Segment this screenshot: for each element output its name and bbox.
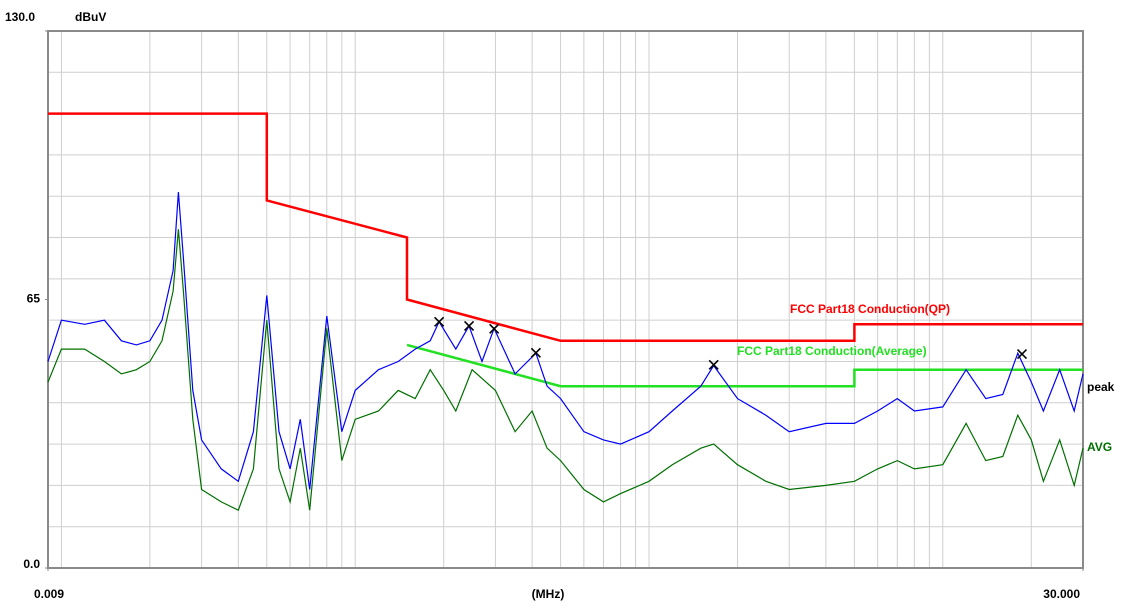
y-tick-label: 130.0 bbox=[5, 10, 35, 24]
x-tick-label: 30.000 bbox=[1043, 587, 1080, 601]
series-label: AVG bbox=[1087, 440, 1112, 454]
peak-marker bbox=[434, 316, 445, 327]
series-label: FCC Part18 Conduction(QP) bbox=[790, 302, 950, 316]
peak-marker bbox=[463, 320, 475, 332]
series-line bbox=[47, 192, 1084, 490]
peak-marker bbox=[708, 359, 719, 370]
peak-marker bbox=[530, 347, 541, 358]
marker-stroke bbox=[434, 316, 445, 327]
x-tick-label: 0.009 bbox=[34, 587, 64, 601]
series-label: FCC Part18 Conduction(Average) bbox=[737, 344, 927, 358]
y-unit: dBuV bbox=[75, 10, 106, 24]
marker-stroke bbox=[708, 359, 719, 370]
series-label: peak bbox=[1087, 380, 1115, 394]
x-axis-label: (MHz) bbox=[532, 587, 565, 601]
peak-marker bbox=[1016, 348, 1028, 360]
marker-stroke bbox=[530, 347, 541, 358]
y-tick-label: 65 bbox=[27, 292, 41, 306]
y-tick-label: 0.0 bbox=[23, 557, 40, 571]
marker-stroke bbox=[1016, 348, 1028, 360]
peak-marker bbox=[489, 323, 500, 334]
series-line bbox=[406, 343, 1083, 388]
marker-stroke bbox=[489, 323, 500, 334]
series-line bbox=[48, 112, 1083, 343]
series-line bbox=[47, 229, 1084, 512]
marker-stroke bbox=[463, 320, 475, 332]
